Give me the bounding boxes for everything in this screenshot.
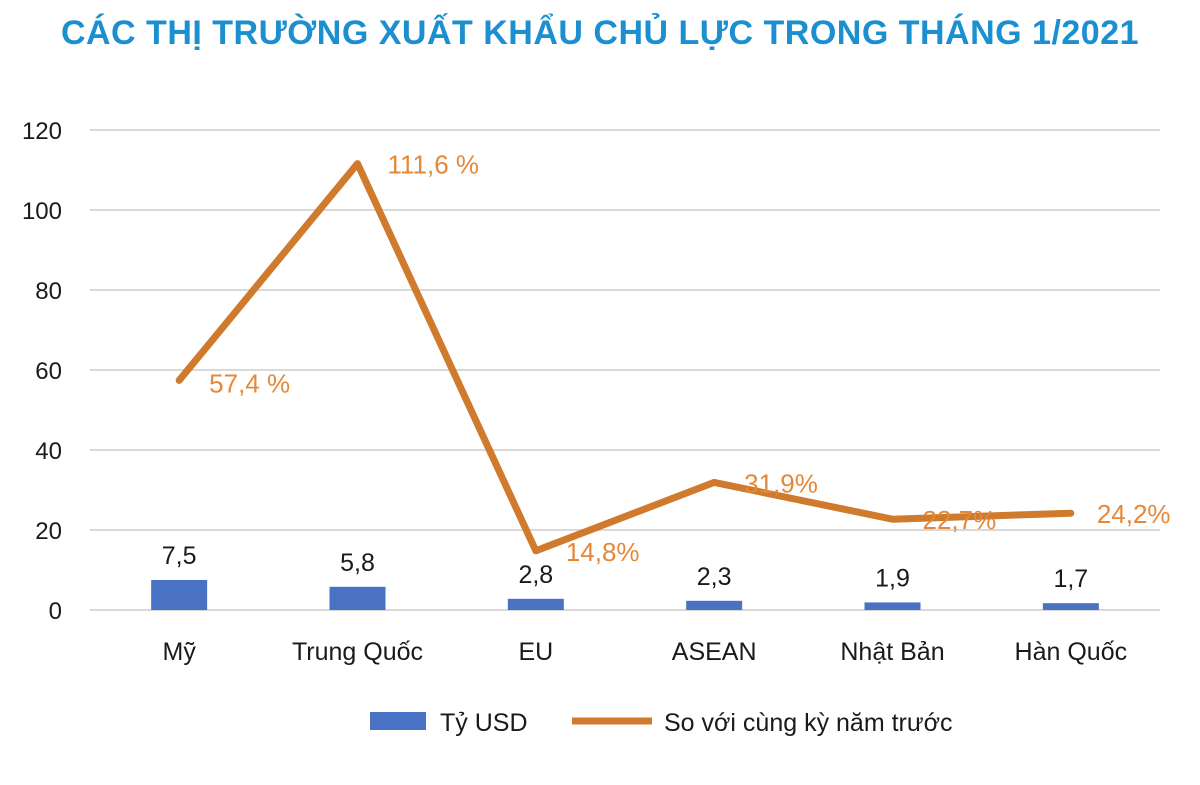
bar-2	[507, 598, 564, 610]
x-category-label-5: Hàn Quốc	[1015, 638, 1128, 666]
y-tick-label-60: 60	[35, 358, 62, 385]
bar-0	[151, 580, 208, 610]
y-tick-label-40: 40	[35, 438, 62, 465]
legend-bar-label: Tỷ USD	[440, 709, 528, 737]
line-label-2: 14,8%	[566, 537, 640, 567]
bar-label-0: 7,5	[162, 542, 197, 570]
bar-label-1: 5,8	[340, 549, 375, 577]
bar-label-5: 1,7	[1053, 565, 1088, 593]
line-label-5: 24,2%	[1097, 499, 1171, 529]
line-label-1: 111,6 %	[388, 150, 480, 180]
bar-label-3: 2,3	[697, 563, 732, 591]
bar-3	[686, 600, 743, 610]
bar-label-2: 2,8	[518, 561, 553, 589]
chart-title: CÁC THỊ TRƯỜNG XUẤT KHẨU CHỦ LỰC TRONG T…	[60, 14, 1140, 52]
line-series-yoy	[175, 160, 1075, 555]
line-label-0: 57,4 %	[209, 368, 290, 398]
bar-1	[329, 586, 386, 610]
legend-bar-swatch	[370, 712, 426, 730]
bar-4	[864, 602, 921, 610]
x-category-label-1: Trung Quốc	[292, 638, 423, 666]
y-tick-label-0: 0	[49, 598, 62, 625]
y-tick-label-80: 80	[35, 278, 62, 305]
x-category-label-2: EU	[518, 638, 553, 666]
line-label-4: 22,7%	[923, 505, 997, 535]
bar-5	[1042, 603, 1099, 610]
x-category-label-4: Nhật Bản	[840, 638, 944, 666]
y-tick-label-100: 100	[22, 198, 62, 225]
y-tick-label-20: 20	[35, 518, 62, 545]
x-category-label-3: ASEAN	[672, 638, 757, 666]
line-label-3: 31,9%	[744, 468, 818, 498]
legend-line-label: So với cùng kỳ năm trước	[664, 709, 953, 737]
bar-label-4: 1,9	[875, 564, 910, 592]
x-category-label-0: Mỹ	[163, 638, 197, 666]
y-tick-label-120: 120	[22, 118, 62, 145]
